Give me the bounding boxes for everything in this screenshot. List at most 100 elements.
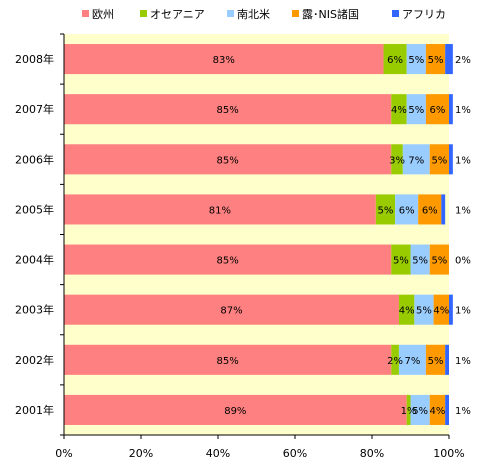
data-label: 5% bbox=[412, 256, 428, 267]
data-label: 5% bbox=[431, 155, 447, 166]
bar-segment bbox=[375, 194, 396, 225]
bar-segment bbox=[441, 194, 446, 225]
bar-segment bbox=[391, 94, 407, 125]
data-label: 6% bbox=[422, 205, 438, 216]
bar-segment bbox=[406, 94, 426, 125]
data-label: 5% bbox=[408, 55, 424, 66]
data-label: 1% bbox=[455, 406, 471, 417]
bar-segment bbox=[391, 244, 411, 275]
y-tick-label: 2007年 bbox=[15, 102, 54, 116]
y-tick-label: 2003年 bbox=[15, 303, 54, 317]
bar-segment bbox=[402, 144, 430, 175]
data-label: 1% bbox=[455, 105, 471, 116]
bar-segment bbox=[410, 394, 430, 425]
data-label: 5% bbox=[428, 356, 444, 367]
y-tick-label: 2002年 bbox=[15, 353, 54, 367]
data-label: 2% bbox=[455, 55, 471, 66]
y-tick-label: 2006年 bbox=[15, 152, 54, 166]
x-axis: 0% 20% 40% 60% 80% 100% bbox=[55, 434, 465, 460]
data-label: 5% bbox=[412, 406, 428, 417]
data-label: 4% bbox=[430, 406, 446, 417]
bar-segment bbox=[449, 144, 453, 175]
data-label: 4% bbox=[399, 306, 415, 317]
legend-swatch bbox=[292, 10, 299, 17]
data-label: 6% bbox=[387, 55, 403, 66]
bar-segment bbox=[383, 44, 407, 75]
data-label: 0% bbox=[455, 256, 471, 267]
data-label: 1% bbox=[455, 155, 471, 166]
bar-segment bbox=[445, 44, 453, 75]
bar-segment bbox=[429, 144, 449, 175]
bar-segment bbox=[398, 344, 426, 375]
data-label: 1% bbox=[455, 306, 471, 317]
x-tick-label: 20% bbox=[129, 447, 153, 460]
bar-segment bbox=[425, 344, 446, 375]
data-label: 7% bbox=[408, 155, 424, 166]
bar-segment bbox=[433, 294, 449, 325]
data-label: 1% bbox=[455, 205, 471, 216]
legend-swatch bbox=[227, 10, 234, 17]
legend-swatch bbox=[82, 10, 89, 17]
bar-segment bbox=[418, 194, 442, 225]
bar-segment bbox=[445, 394, 449, 425]
bar-segment bbox=[64, 194, 376, 225]
legend-swatch bbox=[392, 10, 399, 17]
data-label: 5% bbox=[378, 205, 394, 216]
y-axis: 2008年 2007年 2006年 2005年 2004年 2003年 2002年 2001年 bbox=[15, 33, 65, 436]
bar-segment bbox=[449, 94, 453, 125]
x-tick-label: 80% bbox=[360, 447, 384, 460]
data-label: 85% bbox=[217, 155, 239, 166]
x-tick-label: 100% bbox=[433, 447, 464, 460]
data-label: 85% bbox=[217, 105, 239, 116]
bar-segment bbox=[395, 194, 419, 225]
bar-segment bbox=[410, 244, 430, 275]
bar-segment bbox=[445, 344, 449, 375]
data-label: 7% bbox=[404, 356, 420, 367]
data-label: 5% bbox=[408, 105, 424, 116]
data-label: 83% bbox=[213, 55, 235, 66]
bars bbox=[64, 44, 453, 425]
y-tick-label: 2005年 bbox=[15, 202, 54, 216]
data-label: 4% bbox=[433, 306, 449, 317]
data-label: 81% bbox=[209, 205, 231, 216]
data-label: 5% bbox=[431, 256, 447, 267]
legend-label: オセアニア bbox=[150, 8, 205, 21]
bar-segment bbox=[64, 294, 399, 325]
bar-segment bbox=[64, 394, 407, 425]
bar-segment bbox=[429, 394, 446, 425]
data-label: 5% bbox=[393, 256, 409, 267]
bar-segment bbox=[398, 294, 415, 325]
x-tick-label: 0% bbox=[55, 447, 72, 460]
data-label: 6% bbox=[430, 105, 446, 116]
data-label: 5% bbox=[416, 306, 432, 317]
data-label: 1% bbox=[455, 356, 471, 367]
bar-segment bbox=[406, 44, 426, 75]
data-label: 87% bbox=[220, 306, 242, 317]
data-label: 4% bbox=[391, 105, 407, 116]
data-label: 85% bbox=[217, 356, 239, 367]
data-label: 6% bbox=[399, 205, 415, 216]
data-label: 3% bbox=[389, 155, 405, 166]
x-tick-label: 40% bbox=[206, 447, 230, 460]
bar-segment bbox=[64, 344, 392, 375]
bar-segment bbox=[64, 144, 392, 175]
bar-segment bbox=[449, 294, 453, 325]
data-label: 5% bbox=[428, 55, 444, 66]
legend-label: 南北米 bbox=[237, 8, 270, 21]
legend: 欧州 オセアニア 南北米 露･NIS諸国 アフリカ bbox=[82, 7, 446, 21]
y-tick-label: 2004年 bbox=[15, 253, 54, 267]
data-label: 2% bbox=[387, 356, 403, 367]
legend-label: アフリカ bbox=[402, 8, 446, 21]
x-tick-label: 60% bbox=[283, 447, 307, 460]
bar-segment bbox=[64, 94, 392, 125]
data-labels: 83% 6% 5% 5% 2%85% 4% 5% 6% 1%85% 3% 7% 5% 1%81% 5% 6%… bbox=[209, 55, 471, 417]
bar-segment bbox=[425, 44, 446, 75]
bar-segment bbox=[406, 394, 411, 425]
bar-segment bbox=[391, 344, 399, 375]
bar-segment bbox=[425, 94, 449, 125]
legend-label: 露･NIS諸国 bbox=[302, 7, 359, 21]
legend-swatch bbox=[140, 10, 147, 17]
legend-label: 欧州 bbox=[92, 8, 114, 21]
bar-segment bbox=[64, 244, 392, 275]
